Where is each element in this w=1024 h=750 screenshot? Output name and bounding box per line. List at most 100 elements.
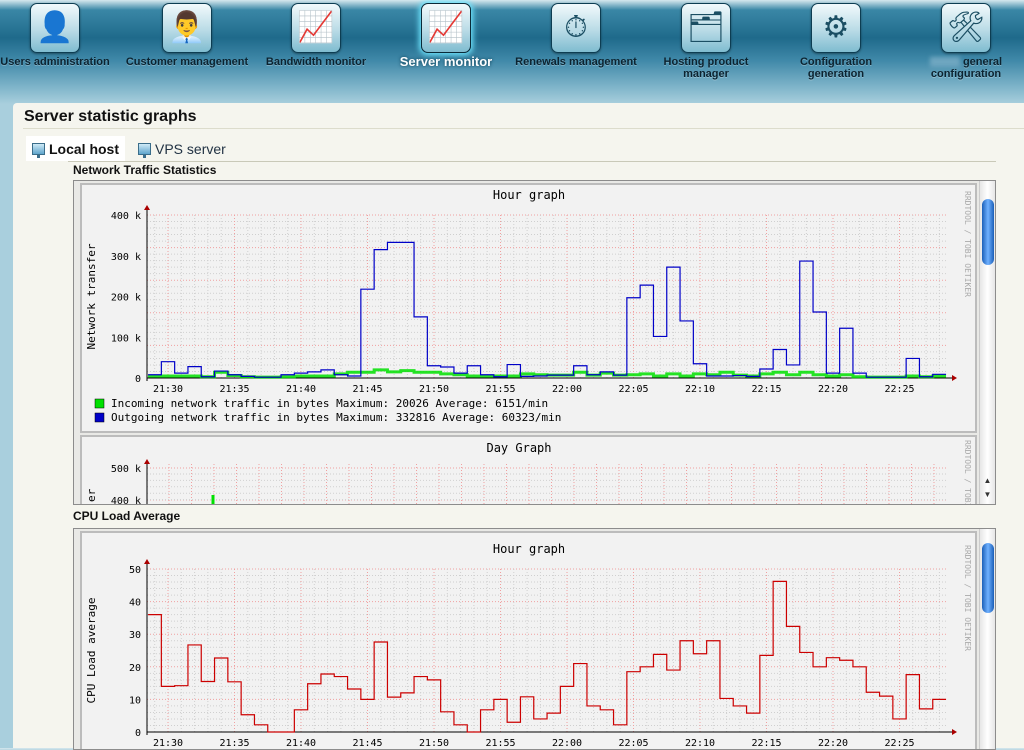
nav-label: Server monitor (381, 54, 511, 69)
x-tick-label: 21:50 (419, 738, 449, 749)
y-tick-label: 300 k (111, 252, 141, 263)
nav-item-customer-management[interactable]: 👨‍💼 Customer management (122, 3, 252, 68)
tab-local-host[interactable]: Local host (26, 136, 126, 161)
legend-swatch (94, 398, 105, 409)
x-tick-label: 22:20 (818, 738, 848, 749)
nav-item-general-configuration[interactable]: 🛠 general configuration (901, 3, 1024, 80)
x-tick-label: 22:15 (751, 738, 781, 749)
scroll-down-button[interactable]: ▼ (983, 490, 992, 499)
x-tick-label: 22:05 (618, 384, 648, 395)
scrollbar-thumb[interactable] (982, 543, 994, 613)
x-axis-arrow (952, 375, 957, 381)
x-tick-label: 22:10 (685, 738, 715, 749)
nav-item-renewals-management[interactable]: ⏱ Renewals management (511, 3, 641, 68)
tab-label: Local host (49, 140, 120, 157)
y-tick-label: 0 (135, 374, 141, 385)
x-tick-label: 22:05 (618, 738, 648, 749)
nav-label-text: Users administration (0, 56, 110, 68)
redacted-text (929, 57, 960, 68)
tab-label: VPS server (155, 140, 226, 157)
nav-label-text: Bandwidth monitor (265, 56, 367, 68)
nav-label: Users administration (0, 56, 120, 68)
y-axis-label: Network transfer (85, 243, 98, 349)
nav-item-configuration-generation[interactable]: ⚙ Configuration generation (771, 3, 901, 80)
section-title-cpu: CPU Load Average (73, 509, 181, 523)
x-tick-label: 21:45 (352, 738, 382, 749)
watermark: RRDTOOL / TOBI OETIKER (963, 545, 972, 651)
chart-title: Hour graph (493, 542, 565, 556)
nav-label-text: Configuration generation (799, 56, 873, 80)
cpu-graphs-frame[interactable]: Hour graph 0 10 20 30 40 50 21:30 21:35 21:40 21:4… (73, 528, 996, 750)
y-tick-label: 400 k (111, 211, 141, 222)
nav-label-text: Hosting product manager (663, 56, 749, 80)
y-axis-label: er (85, 488, 98, 502)
x-tick-label: 22:00 (552, 738, 582, 749)
nav-item-server-monitor[interactable]: 📈 Server monitor (381, 3, 511, 68)
network-graphs-frame[interactable]: Hour graph 0 100 k 200 k 300 k 400 k 21:30 21:3… (73, 180, 996, 505)
y-tick-label: 10 (129, 695, 141, 706)
y-axis-arrow (144, 559, 150, 564)
nav-item-users-administration[interactable]: 👤 Users administration (0, 3, 120, 68)
user-icon: 👤 (30, 3, 80, 53)
tab-vps-server[interactable]: VPS server (132, 136, 232, 161)
x-tick-label: 21:55 (485, 384, 515, 395)
scrollbar-thumb[interactable] (982, 199, 994, 265)
y-tick-label: 20 (129, 663, 141, 674)
x-tick-label: 22:20 (818, 384, 848, 395)
section-title-network: Network Traffic Statistics (73, 163, 217, 177)
nav-label: general configuration (901, 56, 1024, 80)
x-tick-label: 22:25 (884, 738, 914, 749)
nav-label: Configuration generation (771, 56, 901, 80)
nav-label: Renewals management (511, 56, 641, 68)
x-axis-arrow (952, 729, 957, 735)
nav-label-text: Customer management (125, 56, 249, 68)
series-line-1 (148, 241, 947, 378)
legend-swatch (94, 412, 105, 423)
watermark: RRDTOOL / TOBI OETIKER (963, 440, 972, 505)
y-tick-label: 100 k (111, 333, 141, 344)
stopwatch-icon: ⏱ (551, 3, 601, 53)
scrollbar[interactable]: ▲ ▼ (979, 181, 995, 504)
scrollbar[interactable] (979, 529, 995, 749)
nav-item-hosting-product-manager[interactable]: 🗂 Hosting product manager (641, 3, 771, 80)
nav-label: Hosting product manager (641, 56, 771, 80)
x-tick-label: 21:55 (485, 738, 515, 749)
gear-icon: ⚙ (811, 3, 861, 53)
y-tick-label: 500 k (111, 464, 141, 475)
x-tick-label: 21:30 (153, 384, 183, 395)
y-tick-label: 200 k (111, 293, 141, 304)
x-tick-label: 21:40 (286, 384, 316, 395)
scroll-up-button[interactable]: ▲ (983, 476, 992, 485)
page-title: Server statistic graphs (24, 108, 197, 125)
monitor-icon (32, 142, 45, 158)
hosting-product-icon: 🗂 (681, 3, 731, 53)
nav-label: Customer management (122, 56, 252, 68)
legend-label: Incoming network traffic in bytes Maximu… (111, 397, 548, 410)
server-monitor-icon: 📈 (421, 3, 471, 53)
x-tick-label: 22:25 (884, 384, 914, 395)
x-tick-label: 22:15 (751, 384, 781, 395)
series-line-0 (148, 368, 947, 379)
y-axis-label: CPU Load average (85, 598, 98, 704)
nav-label-text: Server monitor (399, 54, 493, 69)
y-tick-label: 400 k (111, 496, 141, 505)
series-line-0 (148, 580, 947, 733)
y-axis-arrow (144, 459, 150, 464)
x-tick-label: 21:50 (419, 384, 449, 395)
y-tick-label: 50 (129, 565, 141, 576)
chart-title: Day Graph (486, 441, 551, 455)
customer-icon: 👨‍💼 (162, 3, 212, 53)
x-tick-label: 21:30 (153, 738, 183, 749)
monitor-icon (138, 142, 151, 158)
divider (68, 161, 996, 162)
x-tick-label: 21:35 (219, 738, 249, 749)
bandwidth-chart-icon: 📈 (291, 3, 341, 53)
y-axis-arrow (144, 205, 150, 210)
nav-label-text: general configuration (930, 56, 1003, 80)
nav-item-bandwidth-monitor[interactable]: 📈 Bandwidth monitor (251, 3, 381, 68)
x-tick-label: 21:35 (219, 384, 249, 395)
x-tick-label: 21:40 (286, 738, 316, 749)
nav-label-text: Renewals management (515, 56, 637, 68)
nav-label: Bandwidth monitor (251, 56, 381, 68)
x-tick-label: 22:00 (552, 384, 582, 395)
